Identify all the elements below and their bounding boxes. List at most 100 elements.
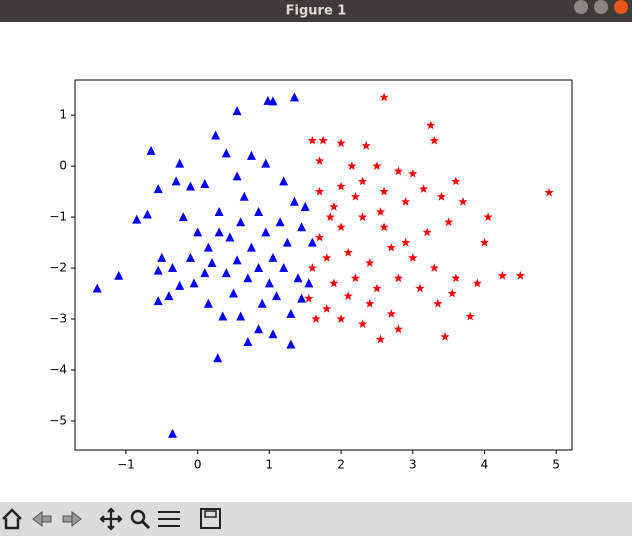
scatter-point [447,288,457,298]
scatter-point [168,428,178,438]
scatter-point [203,242,213,252]
axes-frame [74,79,573,451]
scatter-point [318,135,328,145]
y-tick-label: −5 [49,413,67,427]
scatter-point [246,150,256,160]
scatter-point [375,334,386,344]
scatter-point [336,314,346,323]
y-tick-label: −3 [49,312,67,326]
scatter-point [393,273,404,283]
zoom-button[interactable] [130,509,146,525]
scatter-point [236,311,246,321]
y-tick-label: −4 [49,362,67,376]
scatter-point [289,196,299,206]
configure-button[interactable] [158,511,180,527]
scatter-point [440,332,450,341]
scatter-point [358,212,368,221]
scatter-point [286,308,296,318]
scatter-point [314,156,325,165]
scatter-point [322,253,332,262]
scatter-point [225,232,235,242]
scatter-point [228,288,238,298]
scatter-point [275,217,285,227]
minimize-button[interactable] [574,0,588,14]
scatter-point [429,263,439,272]
scatter-point [347,161,357,171]
scatter-point [214,206,224,216]
scatter-point [386,309,396,318]
scatter-point [92,283,102,293]
scatter-point [329,278,339,288]
scatter-point [401,237,411,247]
window-title: Figure 1 [286,4,347,19]
scatter-point [153,265,163,275]
scatter-point [379,186,389,196]
scatter-point [429,135,439,145]
x-tick-label: 4 [481,458,489,472]
scatter-point [300,201,310,211]
scatter-point [254,263,264,273]
scatter-point [307,135,317,145]
close-button[interactable] [614,0,628,14]
scatter-point [361,140,371,150]
scatter-point [293,273,303,283]
back-button[interactable] [32,510,52,528]
scatter-point [200,268,210,278]
scatter-point [311,314,321,323]
x-tick-label: 2 [337,458,345,472]
scatter-point [343,291,353,300]
scatter-point [254,206,264,216]
scatter-point [268,252,278,262]
scatter-point [418,184,429,193]
pan-button[interactable] [99,507,123,531]
scatter-point [451,176,461,186]
scatter-point [314,186,325,196]
scatter-point [189,278,199,288]
scatter-point [297,222,307,232]
scatter-point [408,253,418,262]
scatter-point [329,202,339,211]
scatter-point [336,181,346,191]
zoom-handle [140,519,151,530]
scatter-point [444,217,454,227]
scatter-point [185,181,195,191]
maximize-button[interactable] [594,0,608,14]
scatter-point [415,283,425,293]
scatter-point [544,187,554,197]
scatter-point [142,209,152,219]
scatter-point [458,197,468,206]
scatter-point [358,176,368,186]
scatter-point [350,273,360,283]
save-button[interactable] [200,508,221,529]
scatter-point [232,106,242,116]
scatter-point [178,212,188,222]
scatter-point [218,311,228,321]
scatter-point [433,298,443,308]
home-button[interactable] [2,508,22,530]
scatter-point [132,214,142,224]
scatter-point [304,293,314,303]
scatter-point [393,166,404,176]
forward-button[interactable] [62,510,82,528]
toolbar [0,502,632,536]
scatter-point [232,255,242,265]
scatter-point [221,148,231,158]
scatter-point [401,197,411,206]
scatter-point [479,237,490,247]
scatter-point [322,304,332,313]
scatter-point [213,353,223,363]
scatter-point [304,278,314,288]
scatter-point [365,258,375,267]
scatter-point [343,247,353,257]
scatter-point [307,237,317,247]
x-tick-label: 5 [552,458,560,472]
scatter-point [268,329,278,339]
scatter-point [214,227,224,237]
scatter-point [307,263,317,272]
figure [0,22,632,502]
scatter-point [350,191,360,201]
y-tick-label: 1 [59,108,67,122]
y-tick-label: −2 [49,261,67,275]
scatter-point [465,311,475,321]
scatter-point [232,171,242,181]
